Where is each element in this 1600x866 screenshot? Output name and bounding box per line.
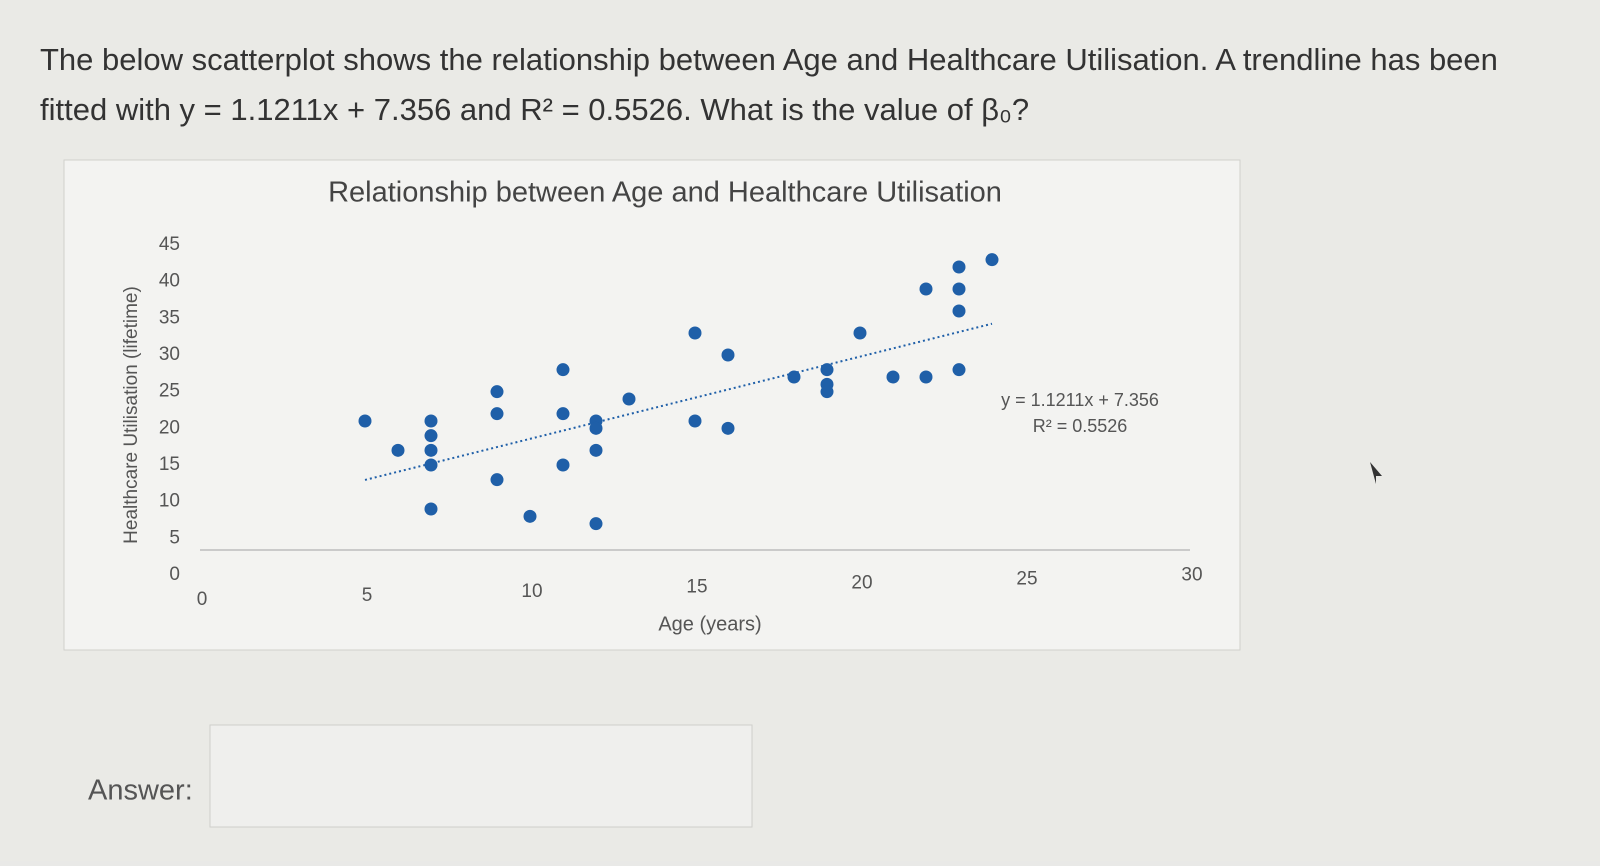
scatter-point: [688, 326, 702, 340]
scatter-point: [424, 414, 438, 428]
answer-label: Answer:: [88, 775, 193, 807]
scatter-point: [952, 304, 966, 318]
scatter-point: [787, 370, 801, 384]
mouse-cursor: [1370, 462, 1382, 484]
scatter-point: [688, 414, 702, 428]
scatter-point: [952, 282, 966, 296]
scatter-point: [721, 348, 735, 362]
scatter-point: [853, 326, 867, 340]
scatter-point: [424, 443, 438, 457]
scatter-point: [985, 253, 999, 267]
scatter-point: [820, 363, 834, 377]
scatter-point: [589, 443, 603, 457]
y-tick-label: 20: [159, 417, 180, 438]
scatter-point: [952, 363, 966, 377]
scatter-point: [919, 370, 933, 384]
scatter-point: [589, 517, 603, 531]
plot: 0 5 10 15 20 25 30 35 40 45 0 5 10 15 20 25 30: [159, 234, 1203, 610]
x-tick-label: 30: [1181, 564, 1202, 585]
answer-input[interactable]: [209, 724, 753, 828]
scatter-point: [952, 260, 966, 274]
y-tick-label: 35: [159, 307, 180, 328]
x-tick-label: 5: [362, 585, 373, 606]
scatter-point: [490, 385, 504, 399]
x-tick-label: 25: [1016, 568, 1037, 589]
y-tick-label: 5: [169, 527, 180, 548]
scatter-point: [424, 458, 438, 472]
x-tick-label: 20: [851, 573, 872, 594]
scatter-point: [589, 421, 603, 435]
trendline-r2: R² = 0.5526: [1033, 416, 1128, 436]
question-line: fitted with y = 1.1211x + 7.356 and R² =…: [40, 92, 1029, 127]
y-tick-label: 10: [159, 491, 180, 512]
y-tick-label: 0: [169, 564, 180, 585]
y-tick-label: 15: [159, 454, 180, 475]
x-axis-label: Age (years): [658, 613, 761, 635]
trendline-equation: y = 1.1211x + 7.356: [1001, 390, 1159, 410]
chart-title: Relationship between Age and Healthcare …: [328, 177, 1002, 209]
scatter-point: [820, 385, 834, 399]
scatter-point: [391, 443, 405, 457]
y-axis-label: Healthcare Utilisation (lifetime): [121, 286, 142, 544]
scatter-point: [490, 407, 504, 421]
chart-frame: [63, 159, 1241, 651]
scatter-point: [358, 414, 372, 428]
x-tick-label: 10: [521, 581, 542, 602]
y-tick-label: 45: [159, 234, 180, 255]
question-line: The below scatterplot shows the relation…: [40, 42, 1498, 77]
x-tick-label: 15: [686, 577, 707, 598]
y-tick-label: 25: [159, 381, 180, 402]
scatter-point: [919, 282, 933, 296]
x-tick-label: 0: [197, 589, 208, 610]
y-tick-label: 30: [159, 344, 180, 365]
scatter-point: [556, 363, 570, 377]
scatter-point: [721, 421, 735, 435]
scatter-point: [556, 458, 570, 472]
scatter-point: [886, 370, 900, 384]
scatter-point: [490, 473, 504, 487]
scatter-point: [523, 509, 537, 523]
scatter-point: [424, 502, 438, 516]
y-tick-label: 40: [159, 271, 180, 292]
scatter-point: [424, 429, 438, 443]
scatter-point: [622, 392, 636, 406]
scatter-point: [556, 407, 570, 421]
